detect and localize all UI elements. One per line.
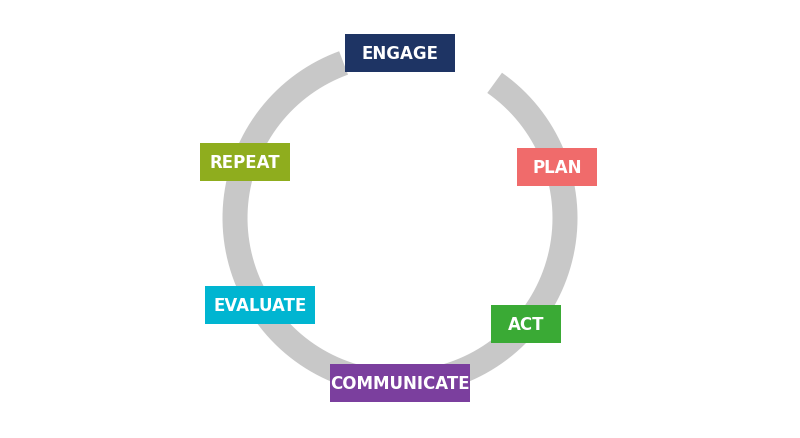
- FancyBboxPatch shape: [205, 287, 315, 325]
- FancyBboxPatch shape: [517, 148, 597, 187]
- Text: PLAN: PLAN: [532, 159, 582, 177]
- Text: COMMUNICATE: COMMUNICATE: [330, 374, 470, 392]
- FancyBboxPatch shape: [330, 364, 470, 402]
- Text: ACT: ACT: [508, 315, 545, 333]
- FancyBboxPatch shape: [200, 143, 290, 181]
- FancyBboxPatch shape: [491, 305, 562, 343]
- Text: EVALUATE: EVALUATE: [214, 297, 306, 315]
- FancyBboxPatch shape: [345, 35, 455, 73]
- Text: ENGAGE: ENGAGE: [362, 45, 438, 63]
- Text: REPEAT: REPEAT: [210, 153, 280, 171]
